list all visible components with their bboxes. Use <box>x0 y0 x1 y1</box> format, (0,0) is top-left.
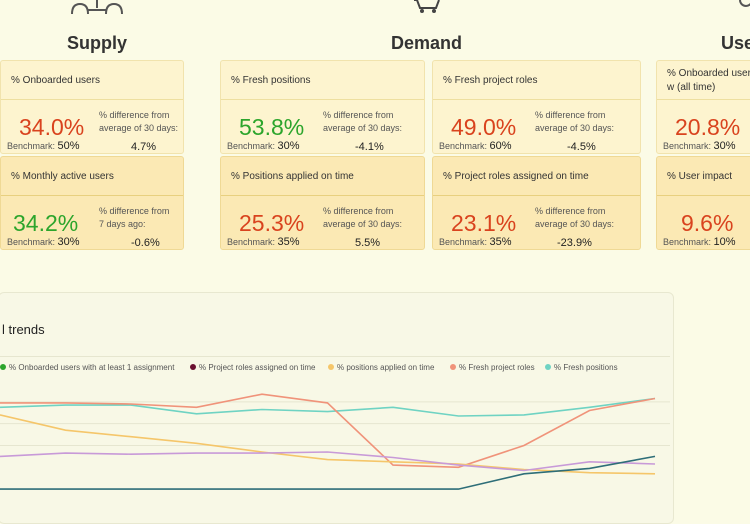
kpi-value: 23.1% <box>451 210 517 236</box>
kpi-card-label: % User impact <box>657 157 750 196</box>
kpi-card-user-impact[interactable]: % User impact 9.6% Benchmark: 10% <box>656 156 750 250</box>
benchmark-label: Benchmark: <box>227 141 276 151</box>
people-group-icon <box>71 0 123 14</box>
benchmark-label: Benchmark: <box>7 237 56 247</box>
series-line-1[interactable] <box>0 393 656 469</box>
kpi-diff-value: -4.5% <box>567 141 596 153</box>
kpi-diff-label: % difference from average of 30 days: <box>323 206 403 229</box>
kpi-benchmark: Benchmark: 35% <box>439 236 512 248</box>
kpi-card-label: % Project roles assigned on time <box>433 157 640 196</box>
benchmark-label: Benchmark: <box>663 237 712 247</box>
kpi-benchmark: Benchmark: 35% <box>227 236 300 248</box>
legend-label: % Fresh positions <box>554 363 618 372</box>
kpi-card-fresh-project-roles[interactable]: % Fresh project roles 49.0% Benchmark: 6… <box>432 60 641 154</box>
kpi-benchmark: Benchmark: 30% <box>227 140 300 152</box>
trends-panel <box>0 292 674 524</box>
section-title-demand: Demand <box>391 33 463 53</box>
kpi-card-onboarded-users[interactable]: % Onboarded users 34.0% Benchmark: 50% %… <box>0 60 184 154</box>
legend-dot <box>545 364 551 370</box>
benchmark-value: 10% <box>713 236 736 248</box>
kpi-card-fresh-positions[interactable]: % Fresh positions 53.8% Benchmark: 30% %… <box>220 60 425 154</box>
legend-label: % Fresh project roles <box>459 363 535 372</box>
benchmark-value: 50% <box>57 140 80 152</box>
legend-item-positions-applied[interactable]: % positions applied on time <box>328 363 434 372</box>
kpi-diff-value: 4.7% <box>131 141 157 153</box>
series-line-0[interactable] <box>0 397 656 417</box>
kpi-value: 9.6% <box>681 210 734 236</box>
kpi-card-label: % Fresh positions <box>221 61 424 100</box>
benchmark-label: Benchmark: <box>439 141 488 151</box>
benchmark-label: Benchmark: <box>663 141 712 151</box>
legend-label: % Project roles assigned on time <box>199 363 316 372</box>
kpi-card-label: % Monthly active users <box>1 157 183 196</box>
section-title-supply: Supply <box>67 33 128 53</box>
benchmark-value: 35% <box>489 236 512 248</box>
legend-label: % positions applied on time <box>337 363 435 372</box>
shopping-cart-icon <box>414 0 440 13</box>
legend-item-fresh-project-roles[interactable]: % Fresh project roles <box>450 363 535 372</box>
kpi-card-label: % Onboarded users <box>1 61 183 100</box>
benchmark-value: 30% <box>57 236 80 248</box>
gear-icon <box>739 0 750 7</box>
kpi-card-onboarded-users-all-time[interactable]: % Onboarded users w (all time) 20.8% Ben… <box>656 60 750 154</box>
kpi-diff-value: -0.6% <box>131 237 160 249</box>
kpi-value: 49.0% <box>451 114 517 140</box>
legend-dot <box>0 364 6 370</box>
benchmark-label: Benchmark: <box>7 141 56 151</box>
kpi-benchmark: Benchmark: 50% <box>7 140 80 152</box>
kpi-diff-label: % difference from average of 30 days: <box>535 206 615 229</box>
kpi-diff-label: % difference from average of 30 days: <box>323 110 403 133</box>
kpi-card-label: % Onboarded users w (all time) <box>657 61 750 100</box>
trends-line-chart <box>0 393 670 490</box>
benchmark-value: 60% <box>489 140 512 152</box>
legend-dot <box>190 364 196 370</box>
legend-label: % Onboarded users with at least 1 assign… <box>9 363 175 372</box>
kpi-card-project-roles-assigned-on-time[interactable]: % Project roles assigned on time 23.1% B… <box>432 156 641 250</box>
benchmark-value: 30% <box>713 140 736 152</box>
kpi-benchmark: Benchmark: 30% <box>7 236 80 248</box>
benchmark-value: 35% <box>277 236 300 248</box>
legend-item-onboarded[interactable]: % Onboarded users with at least 1 assign… <box>0 363 174 372</box>
kpi-diff-label: % difference from average of 30 days: <box>99 110 179 133</box>
kpi-value: 53.8% <box>239 114 305 140</box>
kpi-card-label: % Positions applied on time <box>221 157 424 196</box>
series-line-3[interactable] <box>0 451 656 472</box>
kpi-card-positions-applied-on-time[interactable]: % Positions applied on time 25.3% Benchm… <box>220 156 425 250</box>
kpi-card-label: % Fresh project roles <box>433 61 640 100</box>
benchmark-label: Benchmark: <box>227 237 276 247</box>
kpi-benchmark: Benchmark: 60% <box>439 140 512 152</box>
kpi-diff-value: -4.1% <box>355 141 384 153</box>
trends-title: l trends <box>2 322 45 337</box>
trends-divider <box>0 356 670 357</box>
kpi-value: 20.8% <box>675 114 741 140</box>
kpi-value: 25.3% <box>239 210 305 236</box>
kpi-value: 34.0% <box>19 114 85 140</box>
benchmark-value: 30% <box>277 140 300 152</box>
kpi-diff-label: % difference from 7 days ago: <box>99 206 170 229</box>
kpi-benchmark: Benchmark: 10% <box>663 236 736 248</box>
benchmark-label: Benchmark: <box>439 237 488 247</box>
kpi-card-monthly-active-users[interactable]: % Monthly active users 34.2% Benchmark: … <box>0 156 184 250</box>
kpi-diff-value: 5.5% <box>355 237 381 249</box>
legend-dot <box>450 364 456 370</box>
kpi-diff-label: % difference from average of 30 days: <box>535 110 615 133</box>
legend-item-fresh-positions[interactable]: % Fresh positions <box>545 363 618 372</box>
kpi-diff-value: -23.9% <box>557 237 592 249</box>
legend-dot <box>328 364 334 370</box>
kpi-benchmark: Benchmark: 30% <box>663 140 736 152</box>
kpi-value: 34.2% <box>13 210 79 236</box>
legend-item-project-roles[interactable]: % Project roles assigned on time <box>190 363 316 372</box>
series-line-4[interactable] <box>0 455 656 490</box>
series-line-2[interactable] <box>0 414 656 475</box>
section-title-users: Use <box>721 33 750 53</box>
